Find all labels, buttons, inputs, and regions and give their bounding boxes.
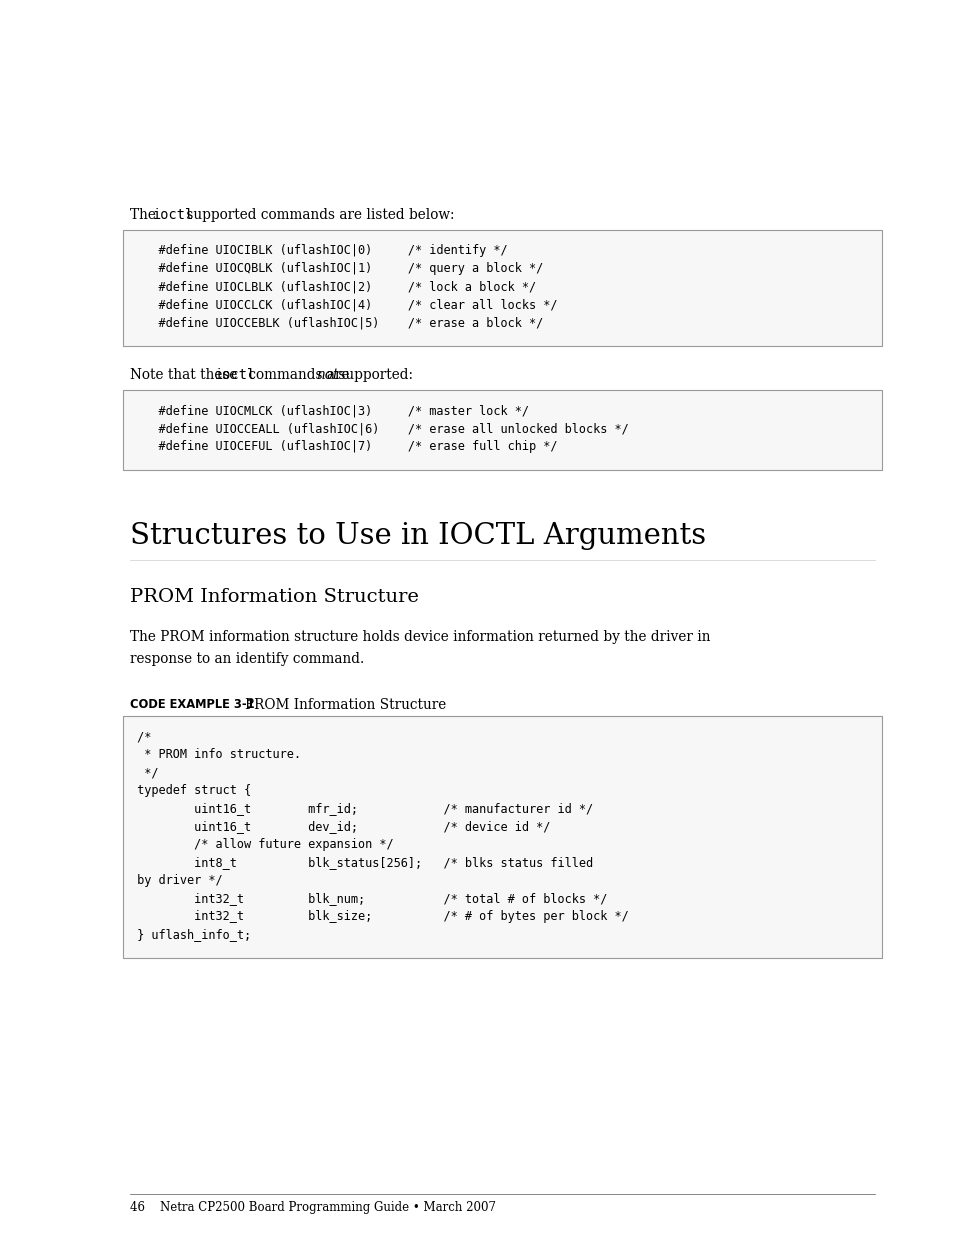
Text: } uflash_info_t;: } uflash_info_t; [130,927,251,941]
Text: CODE EXAMPLE 3-1: CODE EXAMPLE 3-1 [130,698,254,711]
Text: #define UIOCEFUL (uflashIOC|7)     /* erase full chip */: #define UIOCEFUL (uflashIOC|7) /* erase … [130,440,557,453]
Text: typedef struct {: typedef struct { [130,784,251,797]
Text: #define UIOCCEBLK (uflashIOC|5)    /* erase a block */: #define UIOCCEBLK (uflashIOC|5) /* erase… [130,316,542,329]
Text: supported:: supported: [334,368,413,382]
Text: #define UIOCCEALL (uflashIOC|6)    /* erase all unlocked blocks */: #define UIOCCEALL (uflashIOC|6) /* erase… [130,422,628,435]
Text: The PROM information structure holds device information returned by the driver i: The PROM information structure holds dev… [130,630,710,643]
Text: 46    Netra CP2500 Board Programming Guide • March 2007: 46 Netra CP2500 Board Programming Guide … [130,1202,496,1214]
Text: */: */ [130,766,158,779]
Text: /*: /* [130,730,152,743]
Text: supported commands are listed below:: supported commands are listed below: [182,207,454,222]
Text: /* allow future expansion */: /* allow future expansion */ [130,839,394,851]
Text: #define UIOCQBLK (uflashIOC|1)     /* query a block */: #define UIOCQBLK (uflashIOC|1) /* query … [130,262,542,275]
Bar [123,390,882,471]
Text: #define UIOCCLCK (uflashIOC|4)     /* clear all locks */: #define UIOCCLCK (uflashIOC|4) /* clear … [130,298,557,311]
Text: commands are: commands are [244,368,354,382]
Text: uint16_t        mfr_id;            /* manufacturer id */: uint16_t mfr_id; /* manufacturer id */ [130,802,593,815]
Text: #define UIOCIBLK (uflashIOC|0)     /* identify */: #define UIOCIBLK (uflashIOC|0) /* identi… [130,245,507,257]
Bar [123,716,882,958]
Text: PROM Information Structure: PROM Information Structure [130,588,418,606]
Text: Note that these: Note that these [130,368,241,382]
Text: The: The [130,207,160,222]
Text: Structures to Use in IOCTL Arguments: Structures to Use in IOCTL Arguments [130,522,705,550]
Text: int32_t         blk_num;           /* total # of blocks */: int32_t blk_num; /* total # of blocks */ [130,892,607,905]
Text: int32_t         blk_size;          /* # of bytes per block */: int32_t blk_size; /* # of bytes per bloc… [130,910,628,923]
Text: uint16_t        dev_id;            /* device id */: uint16_t dev_id; /* device id */ [130,820,550,832]
Text: int8_t          blk_status[256];   /* blks status filled: int8_t blk_status[256]; /* blks status f… [130,856,593,869]
Text: by driver */: by driver */ [130,874,222,887]
Bar [123,230,882,346]
Text: ioctl: ioctl [214,368,255,382]
Text: PROM Information Structure: PROM Information Structure [245,698,446,713]
Text: ioctl: ioctl [152,207,193,222]
Text: response to an identify command.: response to an identify command. [130,652,364,666]
Text: * PROM info structure.: * PROM info structure. [130,748,301,761]
Text: not: not [316,368,338,382]
Text: #define UIOCMLCK (uflashIOC|3)     /* master lock */: #define UIOCMLCK (uflashIOC|3) /* master… [130,404,529,417]
Text: #define UIOCLBLK (uflashIOC|2)     /* lock a block */: #define UIOCLBLK (uflashIOC|2) /* lock a… [130,280,536,293]
